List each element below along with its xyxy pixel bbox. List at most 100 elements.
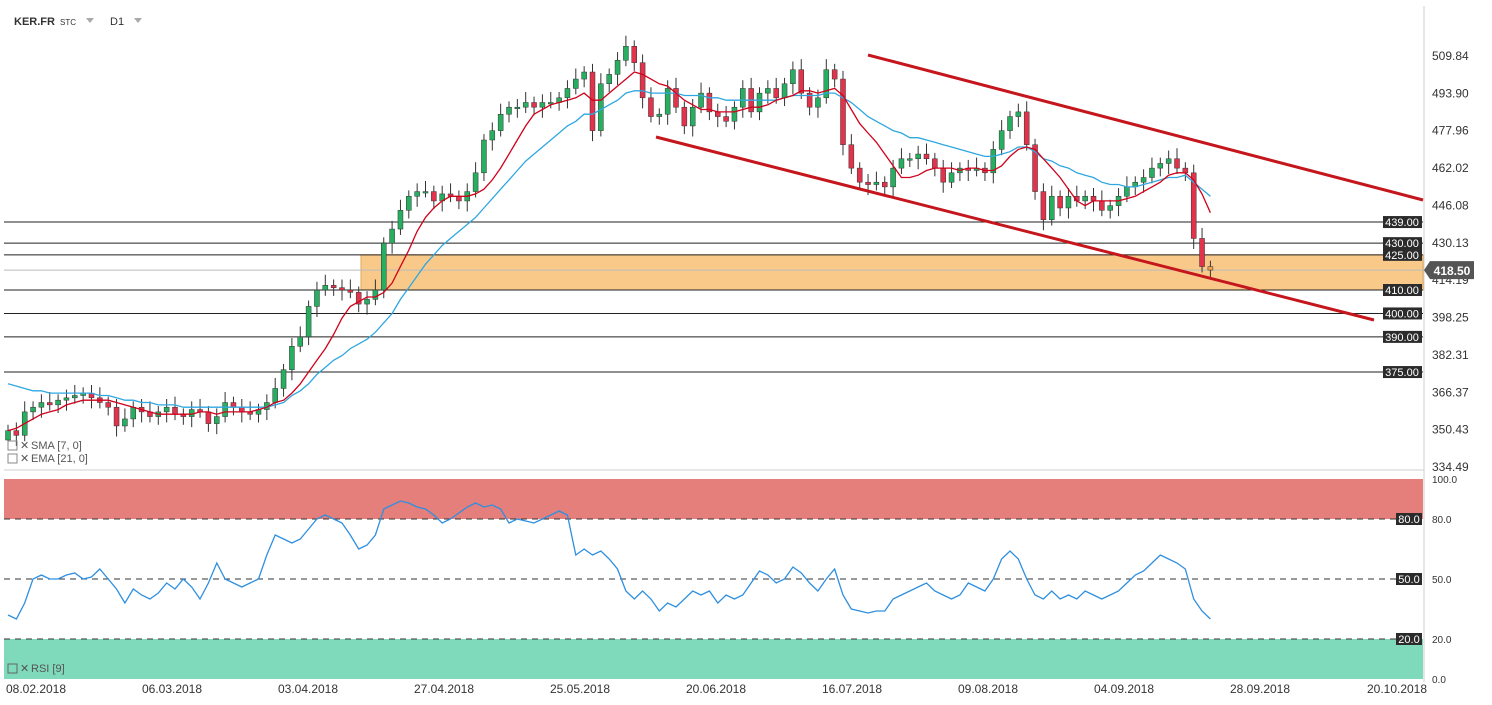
rsi-line[interactable] [7, 500, 1211, 620]
candle[interactable] [1065, 188, 1072, 219]
candle[interactable] [431, 185, 437, 210]
candle[interactable] [330, 279, 337, 296]
candle[interactable] [21, 401, 28, 442]
candle[interactable] [1082, 190, 1088, 210]
candle[interactable] [47, 391, 53, 411]
candle[interactable] [1207, 260, 1214, 279]
candle[interactable] [990, 141, 997, 184]
candle[interactable] [781, 77, 788, 107]
candle[interactable] [998, 120, 1005, 156]
candle[interactable] [163, 399, 170, 423]
channel-upper-line[interactable] [867, 53, 1424, 202]
candle[interactable] [297, 326, 303, 353]
candle[interactable] [1074, 185, 1080, 207]
candle[interactable] [456, 190, 462, 210]
candle[interactable] [798, 59, 804, 99]
candle[interactable] [239, 399, 245, 423]
type-dropdown-icon[interactable] [86, 18, 94, 23]
candle[interactable] [831, 63, 838, 88]
candle[interactable] [13, 422, 20, 446]
candle[interactable] [1174, 148, 1180, 174]
candle[interactable] [72, 384, 78, 404]
candle[interactable] [372, 279, 379, 306]
candle[interactable] [982, 162, 988, 182]
candle[interactable] [773, 77, 779, 104]
candle[interactable] [907, 152, 913, 167]
candle[interactable] [1032, 138, 1038, 200]
candle[interactable] [406, 190, 412, 219]
candle[interactable] [948, 162, 955, 189]
candle[interactable] [255, 403, 262, 423]
candle[interactable] [848, 134, 855, 174]
candle[interactable] [364, 291, 370, 315]
candle[interactable] [731, 101, 738, 130]
candle[interactable] [882, 176, 888, 196]
candle[interactable] [664, 80, 671, 125]
candle[interactable] [1090, 188, 1097, 212]
candle[interactable] [598, 73, 604, 137]
candle[interactable] [940, 159, 946, 193]
candle[interactable] [748, 77, 754, 118]
candle[interactable] [197, 399, 203, 418]
candle[interactable] [639, 54, 646, 109]
candle[interactable] [698, 82, 704, 114]
candle[interactable] [88, 384, 95, 409]
candle[interactable] [898, 148, 905, 174]
candle[interactable] [806, 87, 813, 116]
candle[interactable] [623, 35, 629, 67]
candle[interactable] [1057, 190, 1063, 217]
candle[interactable] [1199, 227, 1205, 273]
candle[interactable] [556, 91, 562, 111]
candle[interactable] [932, 152, 938, 177]
candle[interactable] [715, 103, 721, 128]
candle[interactable] [1049, 185, 1055, 226]
candle[interactable] [681, 101, 688, 135]
candle[interactable] [347, 279, 354, 299]
candle[interactable] [122, 408, 128, 432]
candle[interactable] [247, 401, 253, 421]
candle[interactable] [422, 181, 429, 198]
candle[interactable] [815, 89, 821, 118]
candle[interactable] [606, 68, 612, 92]
candle[interactable] [790, 61, 796, 95]
candle[interactable] [481, 134, 487, 182]
candle[interactable] [506, 101, 512, 123]
candle[interactable] [1007, 110, 1013, 139]
candle[interactable] [113, 399, 120, 437]
candle[interactable] [381, 237, 387, 299]
candle[interactable] [915, 145, 921, 170]
candle[interactable] [280, 363, 287, 397]
candle[interactable] [397, 199, 404, 235]
candle[interactable] [289, 338, 295, 381]
candle[interactable] [539, 94, 546, 118]
candle[interactable] [514, 98, 521, 118]
candle[interactable] [740, 80, 746, 118]
candle[interactable] [105, 396, 111, 416]
candle[interactable] [840, 70, 846, 156]
candle[interactable] [497, 103, 504, 137]
candle[interactable] [339, 279, 345, 301]
candle[interactable] [1099, 190, 1105, 217]
candle[interactable] [1107, 199, 1113, 219]
candle[interactable] [631, 40, 637, 71]
candle[interactable] [1182, 162, 1189, 182]
candle[interactable] [548, 91, 554, 109]
candle[interactable] [1132, 176, 1138, 196]
candle[interactable] [172, 396, 178, 421]
candle[interactable] [389, 220, 395, 254]
candle[interactable] [464, 183, 470, 212]
candle[interactable] [581, 66, 587, 88]
candle[interactable] [531, 96, 537, 116]
candle[interactable] [923, 143, 930, 165]
candle[interactable] [214, 408, 220, 435]
candle[interactable] [130, 401, 136, 428]
candle[interactable] [180, 408, 187, 425]
sma-legend[interactable]: ✕ SMA [7, 0] [7, 440, 82, 452]
candle[interactable] [355, 286, 362, 313]
candle[interactable] [873, 171, 880, 191]
ema-line[interactable] [7, 90, 1211, 408]
candle[interactable] [965, 159, 971, 182]
candle[interactable] [30, 401, 36, 421]
candle[interactable] [856, 162, 863, 191]
